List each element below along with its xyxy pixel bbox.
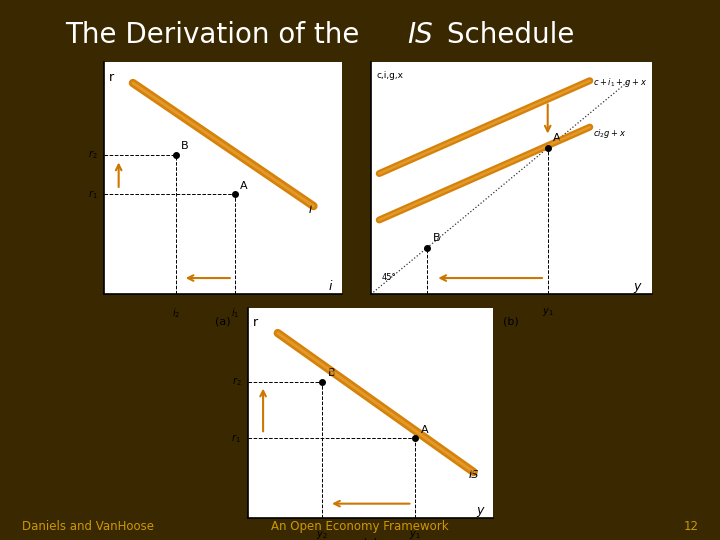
Text: IS: IS	[407, 21, 433, 49]
Text: A: A	[421, 425, 428, 435]
Text: The Derivation of the: The Derivation of the	[65, 21, 368, 49]
Text: (c): (c)	[364, 538, 378, 540]
Text: $y_2$: $y_2$	[316, 529, 328, 540]
Text: Schedule: Schedule	[438, 21, 574, 49]
Text: r: r	[253, 316, 258, 329]
Text: $y_1$: $y_1$	[542, 306, 554, 318]
Text: $y_1$: $y_1$	[409, 529, 420, 540]
Text: $c + i_1 + g + x$: $c + i_1 + g + x$	[593, 76, 647, 89]
Text: i: i	[329, 280, 333, 293]
Text: B: B	[328, 368, 336, 378]
Text: y: y	[476, 504, 483, 517]
Text: B: B	[433, 233, 440, 243]
Text: y: y	[633, 280, 640, 293]
Text: B: B	[181, 141, 188, 151]
Text: $i_2$: $i_2$	[171, 306, 180, 320]
Text: (b): (b)	[503, 316, 519, 327]
Text: $c  i_2  g + x$: $c i_2 g + x$	[593, 127, 626, 140]
Text: (a): (a)	[215, 316, 231, 327]
Text: An Open Economy Framework: An Open Economy Framework	[271, 520, 449, 533]
Text: r: r	[109, 71, 114, 84]
Text: $r_2$: $r_2$	[88, 148, 97, 161]
Text: $r_1$: $r_1$	[88, 188, 97, 201]
Text: $r_1$: $r_1$	[231, 432, 241, 445]
Text: I: I	[309, 205, 312, 215]
Text: $y_2$: $y_2$	[421, 306, 433, 318]
Text: A: A	[240, 181, 248, 191]
Text: Daniels and VanHoose: Daniels and VanHoose	[22, 520, 153, 533]
Text: $i_1$: $i_1$	[231, 306, 239, 320]
Text: 12: 12	[683, 520, 698, 533]
Text: A: A	[554, 133, 561, 143]
Text: $r_2$: $r_2$	[232, 375, 241, 388]
Text: c,i,g,x: c,i,g,x	[377, 71, 403, 80]
Text: IS: IS	[469, 470, 479, 481]
Text: 45°: 45°	[382, 273, 397, 282]
